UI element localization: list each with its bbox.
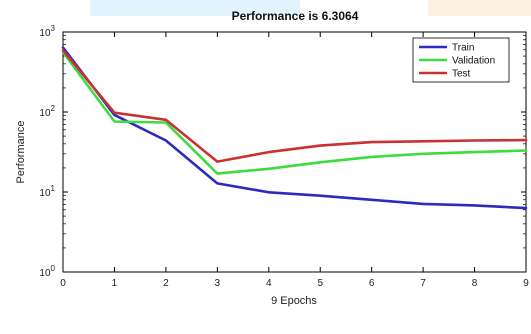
series-line-train [61,46,528,210]
y-tick-label: 103 [39,24,55,39]
x-tick-label: 5 [317,278,323,289]
y-tick-base: 10 [39,188,51,199]
legend-label-validation: Validation [452,56,495,67]
x-tick-label: 7 [420,278,426,289]
y-tick-label: 101 [39,184,55,199]
y-axis-label: Performance [15,121,27,184]
chart-title: Performance is 6.3064 [232,9,359,23]
x-tick-labels: 0 1 2 3 4 5 6 7 8 9 [60,278,529,289]
series-lines [61,46,528,210]
series-line-validation [61,50,528,175]
legend-label-test: Test [452,69,471,80]
tick-marks [62,31,527,273]
x-tick-label: 3 [215,278,221,289]
legend: Train Validation Test [412,37,510,83]
x-tick-label: 9 [523,278,529,289]
x-tick-label: 4 [266,278,272,289]
x-axis-label: 9 Epochs [271,295,317,307]
x-tick-label: 1 [112,278,118,289]
x-tick-label: 8 [472,278,478,289]
y-tick-exponent: 2 [51,104,56,113]
y-tick-exponent: 0 [51,264,56,273]
y-tick-exponent: 3 [51,24,56,33]
y-tick-label: 100 [39,264,55,279]
series-line-test [61,48,528,163]
y-tick-base: 10 [39,28,51,39]
y-tick-base: 10 [39,108,51,119]
top-banner-right [428,0,531,16]
y-tick-exponent: 1 [51,184,56,193]
legend-label-train: Train [452,43,474,54]
y-tick-base: 10 [39,268,51,279]
top-banner-left [90,0,300,16]
x-tick-label: 0 [60,278,66,289]
x-tick-label: 6 [369,278,375,289]
x-tick-label: 2 [163,278,169,289]
y-tick-label: 102 [39,104,55,119]
